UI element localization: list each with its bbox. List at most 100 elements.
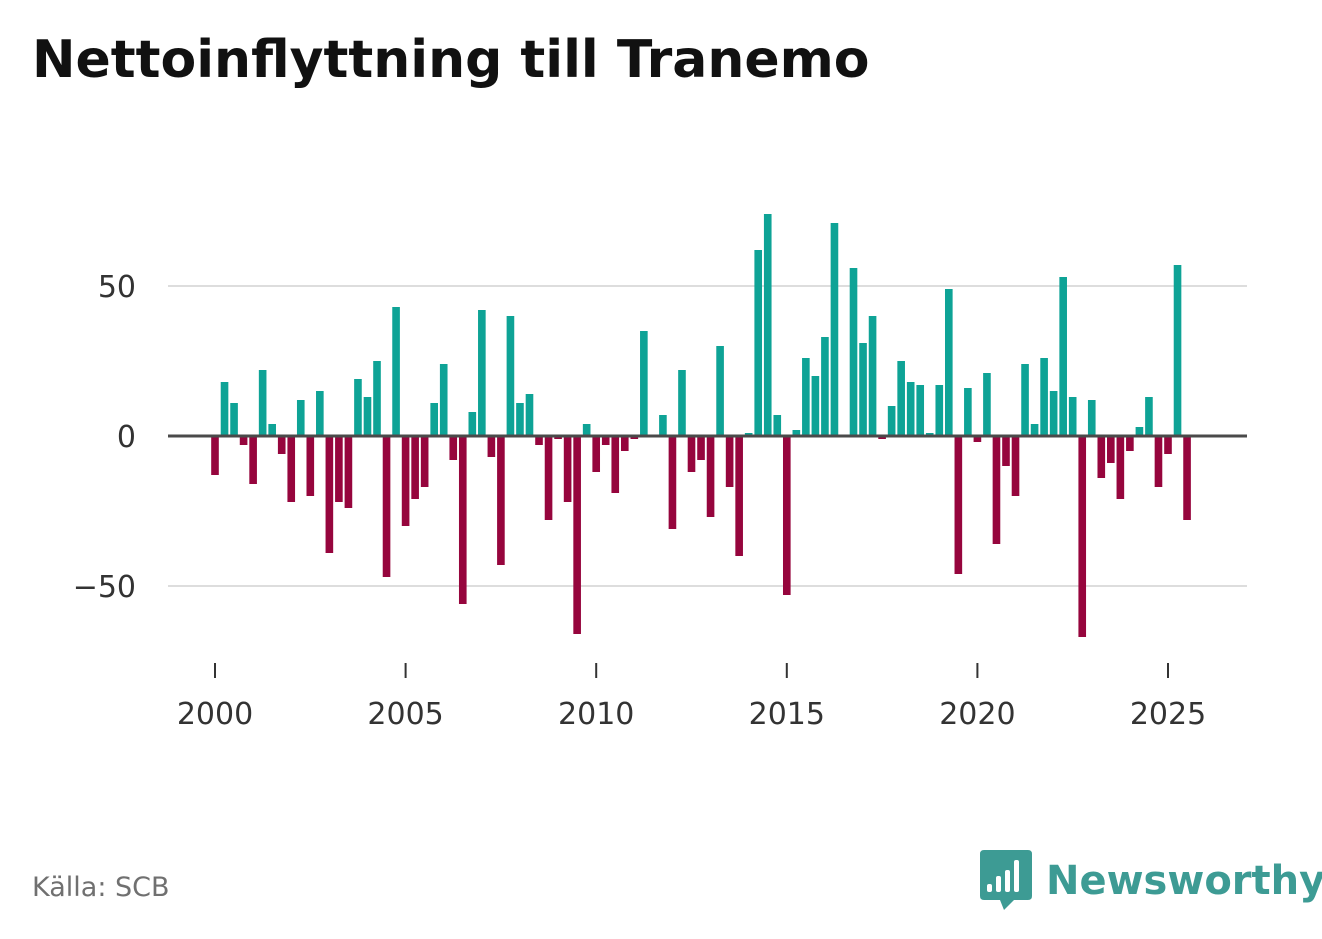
bar: [735, 436, 743, 556]
x-tick-label: 2005: [367, 697, 443, 732]
bar: [277, 436, 286, 454]
bar: [449, 436, 458, 460]
bar: [344, 436, 353, 508]
bar: [754, 250, 763, 436]
y-tick-label: 50: [98, 270, 136, 305]
bar: [716, 346, 724, 436]
bar: [668, 436, 677, 529]
bar: [516, 403, 524, 436]
bar: [497, 436, 505, 565]
bar: [258, 370, 267, 436]
bar: [659, 415, 667, 436]
bar: [1002, 436, 1010, 466]
bar: [792, 430, 801, 436]
x-tick-label: 2010: [558, 697, 634, 732]
bar: [1068, 397, 1077, 436]
bar: [335, 436, 343, 502]
bar: [964, 388, 972, 436]
bar: [620, 436, 629, 451]
bar: [1078, 436, 1087, 637]
bar: [811, 376, 820, 436]
bar: [430, 403, 438, 436]
bar: [392, 307, 400, 436]
y-tick-label: 0: [117, 420, 136, 455]
bar: [535, 436, 543, 445]
bar: [1154, 436, 1163, 487]
bar: [316, 391, 324, 436]
brand-logo: Newsworthy: [980, 850, 1322, 912]
bar: [1040, 358, 1048, 436]
x-axis: 2000 2005 2010 2015 2020 2025: [177, 663, 1206, 732]
bar: [563, 436, 572, 502]
bar: [230, 403, 238, 436]
bar-chart-speech-bubble-icon: [980, 850, 1032, 910]
bar: [640, 331, 648, 436]
grid-lines: [168, 285, 1247, 587]
bar: [830, 223, 839, 436]
bar: [935, 385, 944, 436]
bars: [211, 214, 1191, 637]
source-note: Källa: SCB: [32, 872, 170, 903]
bar: [506, 316, 515, 436]
bar: [868, 316, 877, 436]
bar: [354, 379, 362, 436]
bar: [821, 337, 829, 436]
bar: [439, 364, 448, 436]
bar: [487, 436, 496, 457]
bar: [887, 406, 896, 436]
bar: [306, 436, 315, 496]
bar: [1021, 364, 1029, 436]
bar: [1164, 436, 1172, 454]
y-axis: −50 0 50: [73, 270, 136, 605]
bar: [468, 412, 477, 436]
bar: [420, 436, 429, 487]
x-tick-label: 2020: [939, 697, 1015, 732]
bar: [1097, 436, 1106, 478]
bar: [411, 436, 419, 499]
bar: [592, 436, 601, 472]
bar: [1049, 391, 1058, 436]
chart-title: Nettoinflyttning till Tranemo: [32, 30, 870, 90]
bar: [1059, 277, 1067, 436]
bar: [782, 436, 791, 595]
bar: [1173, 265, 1182, 436]
bar: [916, 385, 925, 436]
bar: [678, 370, 686, 436]
bar: [906, 382, 915, 436]
bar: [897, 361, 905, 436]
bar: [573, 436, 581, 634]
bar: [763, 214, 772, 436]
bar: [1126, 436, 1134, 451]
bar: [973, 436, 982, 442]
bar: [859, 343, 867, 436]
bar: [525, 394, 534, 436]
bar: [802, 358, 810, 436]
y-tick-label: −50: [73, 570, 136, 605]
bar: [1087, 400, 1096, 436]
bar: [1135, 427, 1144, 436]
bar: [325, 436, 334, 553]
x-tick-label: 2025: [1130, 697, 1206, 732]
bar: [1011, 436, 1020, 496]
bar: [287, 436, 296, 502]
bar: [849, 268, 858, 436]
bar: [1107, 436, 1115, 463]
bar: [983, 373, 991, 436]
bar: [296, 400, 305, 436]
bar: [773, 415, 782, 436]
bar: [1183, 436, 1191, 520]
bar: [544, 436, 553, 520]
bar: [611, 436, 620, 493]
bar: [582, 424, 591, 436]
bar: [1030, 424, 1039, 436]
bar: [268, 424, 276, 436]
bar: [220, 382, 229, 436]
bar: [1145, 397, 1153, 436]
bar: [945, 289, 953, 436]
bar: [458, 436, 467, 604]
bar: [382, 436, 391, 577]
bar: [249, 436, 257, 484]
x-tick-label: 2000: [177, 697, 253, 732]
bar: [992, 436, 1001, 544]
